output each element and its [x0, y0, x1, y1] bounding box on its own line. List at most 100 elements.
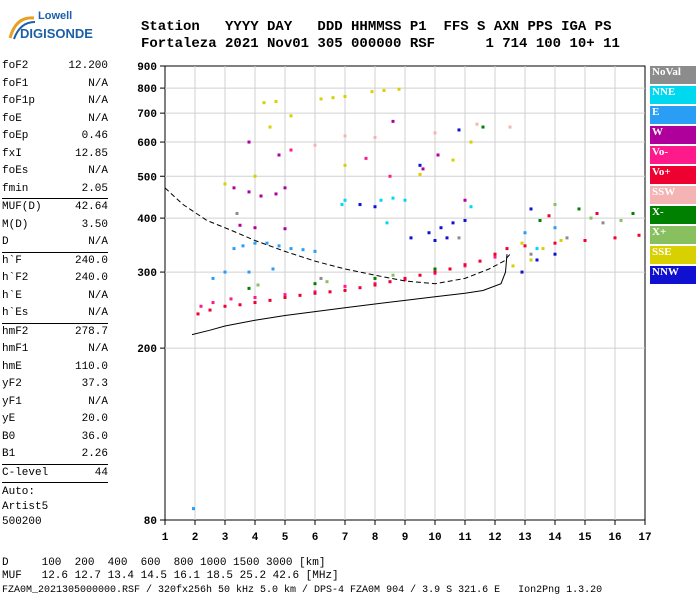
param-key: MUF(D) — [2, 201, 42, 213]
logo-text-lowell: Lowell — [38, 10, 73, 22]
param-separator — [2, 482, 108, 483]
data-point-sse — [451, 158, 455, 162]
data-point-vo+ — [547, 214, 551, 218]
legend-item: W — [650, 126, 696, 144]
data-point-sse — [559, 238, 563, 242]
param-value: 42.64 — [74, 201, 108, 213]
param-value: 278.7 — [74, 325, 108, 338]
param-key: foF1 — [2, 77, 29, 90]
digisonde-logo: Lowell DIGISONDE — [4, 6, 93, 50]
data-point-x- — [313, 282, 317, 286]
data-point-sse — [262, 101, 266, 105]
data-point-vo- — [211, 301, 215, 305]
data-point-vo+ — [478, 259, 482, 263]
data-point-sse — [511, 264, 515, 268]
param-key: foF2 — [2, 60, 29, 72]
data-point-w — [436, 153, 440, 157]
x-tick-label: 6 — [312, 532, 319, 544]
param-row: B0 36.0 — [2, 429, 108, 447]
data-point-vo+ — [343, 288, 347, 292]
data-point-e — [289, 247, 293, 251]
data-point-e — [232, 247, 236, 251]
data-point-ssw — [433, 131, 437, 135]
data-point-sse — [319, 97, 323, 101]
data-point-noval — [457, 236, 461, 240]
y-tick-label: 800 — [137, 84, 157, 96]
param-key: h`F2 — [2, 272, 29, 284]
legend-item: Vo- — [650, 146, 696, 164]
param-key: D — [2, 236, 9, 248]
data-point-noval — [319, 276, 323, 280]
data-point-vo- — [493, 255, 497, 259]
auto-program: Artist5 — [2, 501, 49, 513]
data-point-sse — [223, 182, 227, 186]
data-point-sse — [382, 88, 386, 92]
data-point-nne — [340, 203, 344, 207]
data-point-e — [223, 270, 227, 274]
y-tick-label: 80 — [144, 516, 157, 528]
data-point-e — [271, 267, 275, 271]
x-tick-label: 11 — [458, 532, 472, 544]
param-row: foF2 12.200 — [2, 58, 108, 76]
footer-file-info: FZA0M_2021305000000.RSF / 320fx256h 50 k… — [2, 585, 603, 596]
data-point-e — [301, 248, 305, 252]
data-point-x- — [577, 207, 581, 211]
data-point-w — [247, 140, 251, 144]
header-labels: Station YYYY DAY DDD HHMMSS P1 FFS S AXN… — [141, 19, 612, 35]
data-point-e — [211, 276, 215, 280]
data-point-nnw — [535, 258, 539, 262]
data-point-e — [523, 231, 527, 235]
data-point-sse — [469, 140, 473, 144]
param-row: B1 2.26 — [2, 446, 108, 464]
data-point-sse — [331, 96, 335, 100]
param-row: C-level 44 — [2, 465, 108, 483]
data-point-vo+ — [283, 295, 287, 299]
data-point-ssw — [343, 134, 347, 138]
param-key: hmE — [2, 360, 22, 373]
data-point-sse — [397, 87, 401, 91]
data-point-vo+ — [418, 273, 422, 277]
x-tick-label: 17 — [638, 532, 651, 544]
auto-version: 500200 — [2, 516, 42, 528]
param-key: foEp — [2, 130, 29, 142]
data-point-nnw — [418, 163, 422, 167]
data-point-noval — [565, 236, 569, 240]
param-row: hmF2 278.7 — [2, 324, 108, 342]
data-point-vo- — [253, 295, 257, 299]
param-key: h`Es — [2, 307, 29, 319]
data-point-nnw — [445, 236, 449, 240]
data-point-noval — [235, 211, 239, 215]
param-row: MUF(D) 42.64 — [2, 199, 108, 217]
data-point-nnw — [427, 231, 431, 235]
x-tick-label: 2 — [192, 532, 199, 544]
data-point-sse — [343, 94, 347, 98]
data-point-vo+ — [328, 290, 332, 294]
x-tick-label: 1 — [162, 532, 169, 544]
param-row: foEp 0.46 — [2, 128, 108, 146]
data-point-x- — [481, 125, 485, 129]
data-point-w — [391, 119, 395, 123]
x-tick-label: 5 — [282, 532, 289, 544]
data-point-vo+ — [358, 286, 362, 290]
data-point-vo+ — [613, 236, 617, 240]
data-point-x+ — [619, 218, 623, 222]
y-tick-label: 900 — [137, 62, 157, 74]
logo-text-digisonde: DIGISONDE — [20, 26, 93, 41]
param-key: B0 — [2, 430, 16, 443]
data-point-vo+ — [493, 252, 497, 256]
data-point-nnw — [358, 203, 362, 207]
data-point-x- — [373, 276, 377, 280]
data-point-noval — [601, 221, 605, 225]
param-key: foE — [2, 112, 22, 125]
x-tick-label: 7 — [342, 532, 349, 544]
auto-label: Auto: — [2, 486, 36, 498]
param-value: N/A — [88, 307, 108, 319]
profile-line-solid — [191, 254, 508, 336]
x-tick-label: 13 — [518, 532, 532, 544]
param-row: h`F2 240.0 — [2, 270, 108, 288]
data-point-vo+ — [403, 276, 407, 280]
data-point-vo+ — [238, 303, 242, 307]
legend-item: NoVal — [650, 66, 696, 84]
param-value: 2.26 — [81, 448, 108, 460]
